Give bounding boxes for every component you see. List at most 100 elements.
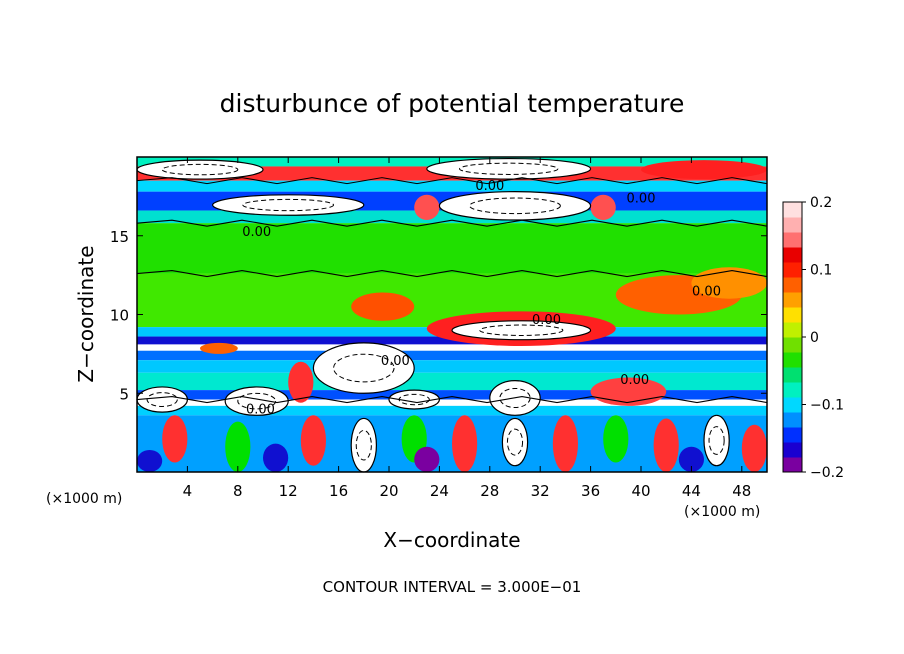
- colorbar-tick-label-3: −0.1: [810, 398, 844, 414]
- cell-30: [704, 415, 730, 466]
- colorbar-swatch-11: [783, 292, 802, 308]
- x-tick-label-2: 12: [279, 482, 298, 500]
- cell-3: [439, 191, 591, 220]
- x-tick-label-6: 28: [480, 482, 499, 500]
- cell-34: [414, 446, 440, 472]
- band-10: [137, 350, 767, 361]
- cell-31: [741, 424, 768, 472]
- cell-5: [590, 194, 616, 220]
- x-axis-ticks: 4 8 12 16 20 24 28 32 36 40 44 48: [183, 157, 751, 500]
- cell-14: [200, 342, 238, 354]
- band-12: [137, 372, 767, 391]
- contour-line-inner-12: [333, 353, 395, 383]
- cell-22: [300, 415, 326, 466]
- x-tick-label-7: 32: [531, 482, 550, 500]
- y-axis-label: Z−coordinate: [74, 245, 98, 382]
- cell-21: [225, 421, 251, 472]
- x-tick-label-8: 36: [581, 482, 600, 500]
- contour-label-6: 0.00: [246, 403, 275, 418]
- colorbar-swatch-5: [783, 382, 802, 398]
- colorbar-swatch-15: [783, 232, 802, 248]
- cell-35: [678, 446, 705, 472]
- colorbar-swatch-16: [783, 217, 802, 233]
- zero-contour-1: [136, 219, 768, 227]
- zero-contour-0: [136, 177, 768, 185]
- x-tick-label-5: 24: [430, 482, 449, 500]
- contour-label-7: 0.00: [620, 373, 649, 388]
- contour-label-5: 0.00: [381, 354, 410, 369]
- cell-27: [552, 415, 579, 472]
- cell-28: [603, 415, 629, 463]
- band-14: [137, 399, 767, 406]
- contour-line-3: [438, 191, 592, 221]
- contour-line-18: [489, 380, 541, 416]
- colorbar-swatch-2: [783, 427, 802, 443]
- x-tick-label-3: 16: [329, 482, 348, 500]
- plot-area: 0.00 0.00 0.00 0.00 0.00 0.00 0.00 0.00: [136, 156, 768, 473]
- cell-33: [263, 443, 289, 473]
- contour-label-1: 0.00: [627, 192, 656, 207]
- y-tick-label-0: 5: [119, 385, 129, 403]
- contour-labels: 0.00 0.00 0.00 0.00 0.00 0.00 0.00 0.00: [242, 179, 721, 418]
- contour-label-4: 0.00: [692, 285, 721, 300]
- cell-4: [414, 194, 440, 220]
- cell-0: [137, 160, 263, 180]
- colorbar-swatch-13: [783, 262, 802, 278]
- colorbar-swatch-8: [783, 337, 802, 353]
- x-axis-label: X−coordinate: [383, 528, 520, 552]
- colorbar-tick-label-2: 0: [810, 330, 819, 346]
- cell-23: [351, 418, 377, 472]
- band-11: [137, 360, 767, 373]
- colorbar-tick-label-1: 0.1: [810, 263, 832, 279]
- cell-16: [225, 386, 289, 416]
- x-tick-label-4: 20: [379, 482, 398, 500]
- band-5: [137, 223, 767, 274]
- contour-line-1: [426, 157, 592, 180]
- y-axis-ticks: 5 10 15: [110, 228, 767, 403]
- colorbar-swatch-10: [783, 307, 802, 323]
- cell-13: [288, 361, 314, 403]
- x-tick-label-0: 4: [183, 482, 193, 500]
- colorbar-swatch-9: [783, 322, 802, 338]
- contour-line-9: [451, 320, 592, 341]
- contour-label-2: 0.00: [242, 225, 271, 240]
- cell-9: [452, 320, 591, 340]
- cell-25: [452, 415, 478, 472]
- contour-line-inner-26: [506, 428, 524, 456]
- cell-17: [389, 390, 440, 409]
- contour-line-inner-9: [479, 324, 564, 336]
- x-tick-label-9: 40: [631, 482, 650, 500]
- contour-line-2: [212, 194, 365, 216]
- colorbar-swatch-1: [783, 442, 802, 458]
- contour-lines: [136, 157, 768, 473]
- colorbar: 0.2 0.1 0 −0.1 −0.2: [782, 195, 844, 481]
- colorbar-swatch-12: [783, 277, 802, 293]
- colorbar-swatch-6: [783, 367, 802, 383]
- cell-2: [212, 194, 364, 216]
- band-15: [137, 405, 767, 416]
- band-2: [137, 180, 767, 192]
- cell-32: [137, 449, 163, 472]
- colorbar-swatch-0: [783, 457, 802, 473]
- contour-line-inner-15: [146, 392, 178, 407]
- contour-line-inner-16: [237, 392, 277, 410]
- band-13: [137, 390, 767, 400]
- chart-title: disturbunce of potential temperature: [220, 89, 685, 118]
- colorbar-swatch-14: [783, 247, 802, 263]
- contour-line-inner-1: [459, 162, 559, 175]
- cell-11: [691, 267, 767, 299]
- cell-15: [137, 386, 188, 413]
- x-unit-label-left: (×1000 m): [46, 491, 122, 507]
- y-tick-label-1: 10: [110, 307, 129, 325]
- contour-line-inner-23: [355, 429, 372, 461]
- colorbar-swatch-17: [783, 202, 802, 218]
- contour-line-30: [703, 414, 730, 467]
- contour-line-inner-2: [242, 198, 335, 212]
- contour-line-inner-30: [708, 426, 725, 455]
- x-unit-label-right: (×1000 m): [684, 504, 760, 520]
- x-tick-label-10: 44: [682, 482, 701, 500]
- cell-29: [653, 418, 679, 472]
- contour-line-17: [388, 389, 441, 410]
- colorbar-swatch-3: [783, 412, 802, 428]
- cell-6: [641, 160, 767, 180]
